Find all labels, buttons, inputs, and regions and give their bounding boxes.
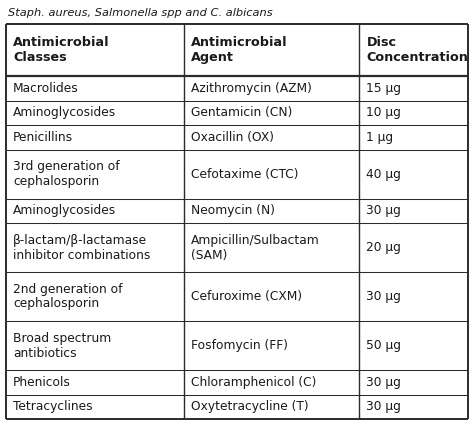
Text: Aminoglycosides: Aminoglycosides <box>13 204 116 217</box>
Text: Gentamicin (CN): Gentamicin (CN) <box>191 106 292 119</box>
Text: 15 μg: 15 μg <box>366 82 401 95</box>
Text: Phenicols: Phenicols <box>13 376 71 389</box>
Text: Antimicrobial
Classes: Antimicrobial Classes <box>13 36 109 64</box>
Text: Fosfomycin (FF): Fosfomycin (FF) <box>191 339 288 352</box>
Text: Neomycin (N): Neomycin (N) <box>191 204 275 217</box>
Text: 30 μg: 30 μg <box>366 376 401 389</box>
Text: Broad spectrum
antibiotics: Broad spectrum antibiotics <box>13 332 111 360</box>
Text: 30 μg: 30 μg <box>366 290 401 303</box>
Text: 3rd generation of
cephalosporin: 3rd generation of cephalosporin <box>13 160 119 188</box>
Text: 40 μg: 40 μg <box>366 167 401 181</box>
Text: Oxytetracycline (T): Oxytetracycline (T) <box>191 400 309 413</box>
Text: Ampicillin/Sulbactam
(SAM): Ampicillin/Sulbactam (SAM) <box>191 233 319 261</box>
Text: Cefuroxime (CXM): Cefuroxime (CXM) <box>191 290 302 303</box>
Text: 1 μg: 1 μg <box>366 131 393 144</box>
Text: Staph. aureus, Salmonella spp and C. albicans: Staph. aureus, Salmonella spp and C. alb… <box>8 8 273 18</box>
Text: 20 μg: 20 μg <box>366 241 401 254</box>
Text: 2nd generation of
cephalosporin: 2nd generation of cephalosporin <box>13 283 122 311</box>
Text: 30 μg: 30 μg <box>366 400 401 413</box>
Text: 30 μg: 30 μg <box>366 204 401 217</box>
Text: 50 μg: 50 μg <box>366 339 401 352</box>
Text: Azithromycin (AZM): Azithromycin (AZM) <box>191 82 312 95</box>
Text: β-lactam/β-lactamase
inhibitor combinations: β-lactam/β-lactamase inhibitor combinati… <box>13 233 150 261</box>
Text: Antimicrobial
Agent: Antimicrobial Agent <box>191 36 288 64</box>
Text: Macrolides: Macrolides <box>13 82 79 95</box>
Text: Oxacillin (OX): Oxacillin (OX) <box>191 131 274 144</box>
Text: 10 μg: 10 μg <box>366 106 401 119</box>
Text: Cefotaxime (CTC): Cefotaxime (CTC) <box>191 167 298 181</box>
Text: Aminoglycosides: Aminoglycosides <box>13 106 116 119</box>
Text: Chloramphenicol (C): Chloramphenicol (C) <box>191 376 316 389</box>
Text: Penicillins: Penicillins <box>13 131 73 144</box>
Text: Disc
Concentration: Disc Concentration <box>366 36 468 64</box>
Text: Tetracyclines: Tetracyclines <box>13 400 92 413</box>
